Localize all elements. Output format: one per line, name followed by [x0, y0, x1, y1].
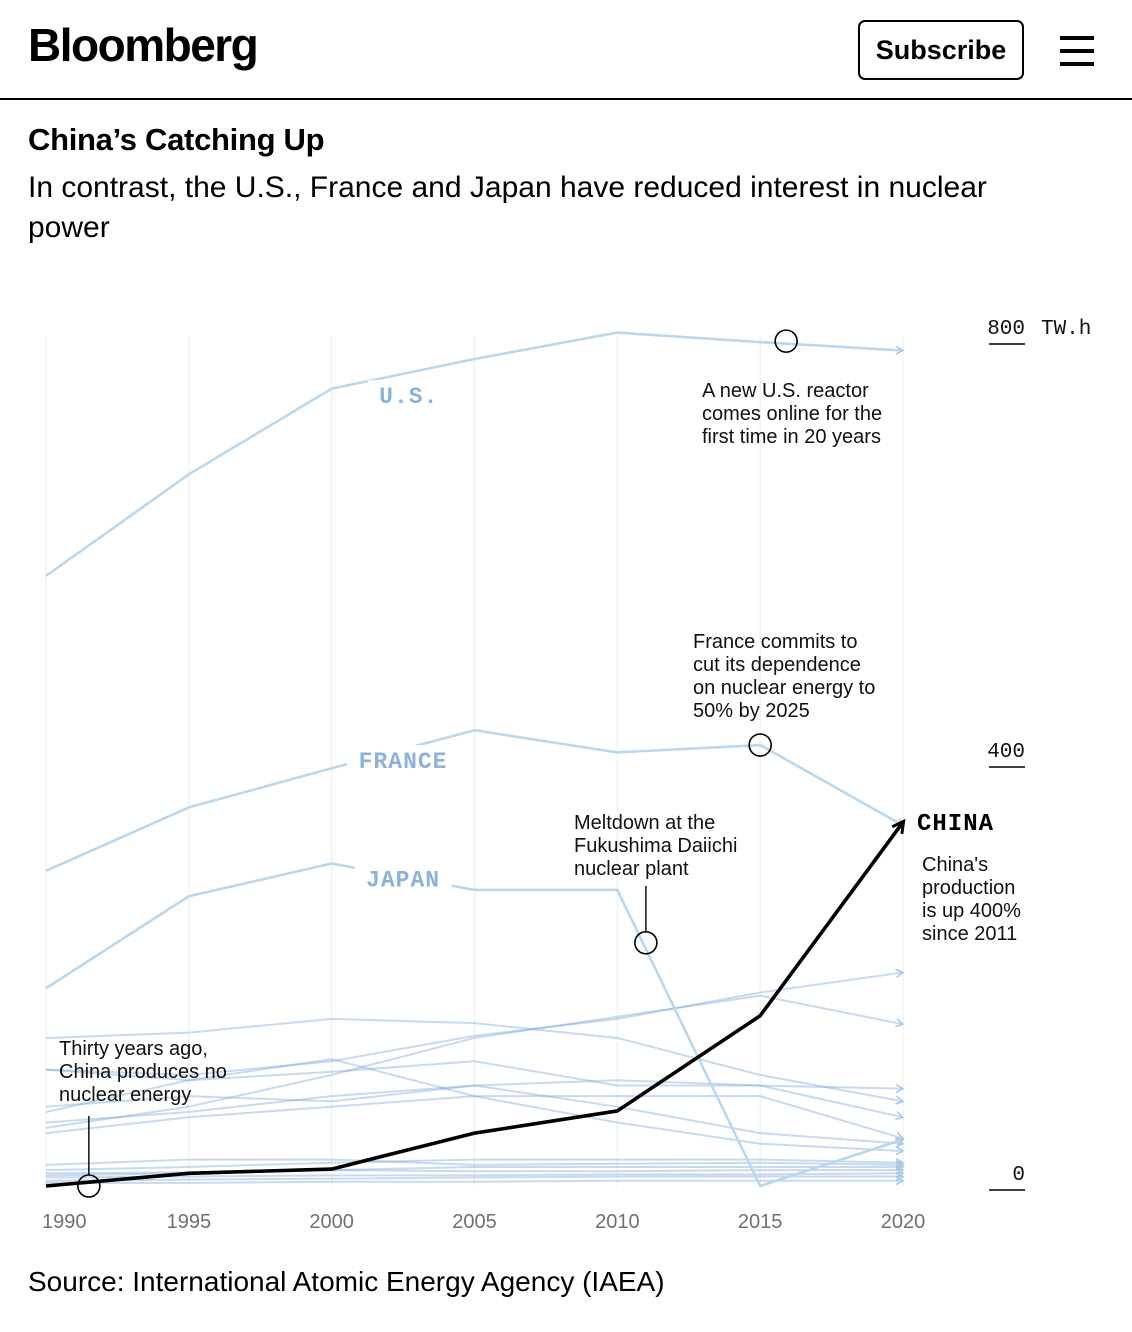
- annotation-fukushima-line-0: Meltdown at the: [574, 812, 715, 834]
- other-country-line-6: [45, 1095, 905, 1142]
- annotation-china-growth-line-0: China's: [922, 854, 988, 876]
- other-country-line-4: [45, 1058, 905, 1156]
- annotation-thirty-years-line-2: nuclear energy: [59, 1084, 191, 1106]
- annotation-france-line-1: cut its dependence: [693, 654, 861, 676]
- series-label-france: FRANCE: [359, 749, 448, 775]
- other-country-line-7: [45, 1084, 905, 1148]
- x-tick-label-1995: 1995: [167, 1211, 212, 1233]
- annotation-china-growth-line-3: since 2011: [922, 923, 1017, 945]
- y-axis: 800 TW.h 400 0: [987, 318, 1091, 1191]
- other-country-line-14: [46, 1176, 905, 1186]
- annotation-france-line-2: on nuclear energy to: [693, 677, 875, 699]
- annotation-thirty-years-line-0: Thirty years ago,: [59, 1038, 208, 1060]
- other-country-line-1: [45, 968, 905, 1076]
- series-label-bg: [367, 380, 450, 411]
- series-label-bg: [354, 863, 452, 894]
- annotation-us-reactor-line-1: comes online for the: [702, 403, 882, 425]
- other-country-line-8: [45, 1158, 905, 1170]
- us-reactor-marker: [774, 329, 798, 353]
- y-unit-label: TW.h: [1041, 318, 1091, 341]
- chart-subtitle: In contrast, the U.S., France and Japan …: [28, 171, 987, 244]
- series-label-us: U.S.: [379, 384, 438, 410]
- annotation-us-reactor-line-2: first time in 20 years: [702, 426, 881, 448]
- annotation-china-growth-line-1: production: [922, 877, 1015, 899]
- china-1990-marker: [77, 1174, 101, 1198]
- annotation-fukushima-line-2: nuclear plant: [574, 858, 689, 880]
- other-country-line-3: [45, 1060, 905, 1094]
- source-note: Source: International Atomic Energy Agen…: [28, 1266, 665, 1297]
- other-country-line-2: [45, 994, 905, 1129]
- x-tick-label-2020: 2020: [881, 1211, 926, 1233]
- series-line-japan: [45, 862, 905, 1188]
- series-label-japan: JAPAN: [366, 867, 440, 893]
- series-line-france: [45, 728, 905, 873]
- other-country-line-9: [45, 1157, 905, 1172]
- hamburger-menu-icon[interactable]: [1060, 36, 1094, 66]
- annotation-france-line-0: France commits to: [693, 631, 857, 653]
- x-tick-label-2015: 2015: [738, 1211, 783, 1233]
- subscribe-button[interactable]: Subscribe: [858, 20, 1024, 80]
- x-tick-label-1990: 1990: [42, 1211, 87, 1233]
- country-labels: U.S. FRANCE JAPAN CHINA: [347, 380, 994, 894]
- x-axis: 1990 1995 2000 2005 2010 2015 2020: [42, 1211, 925, 1233]
- x-tick-label-2005: 2005: [452, 1211, 497, 1233]
- series-line-us: [45, 331, 905, 577]
- major-countries-lines: [45, 331, 905, 1188]
- x-tick-label-2000: 2000: [309, 1211, 354, 1233]
- other-country-line-5: [45, 1079, 905, 1124]
- series-label-china: CHINA: [917, 811, 994, 838]
- site-header: Bloomberg Subscribe: [0, 0, 1132, 100]
- bloomberg-logo[interactable]: Bloomberg: [28, 19, 259, 71]
- fukushima-marker: [634, 930, 658, 955]
- france-commit-marker: [748, 733, 772, 757]
- other-country-line-13: [45, 1171, 905, 1182]
- chart-title: China’s Catching Up: [28, 122, 325, 157]
- vertical-gridlines: [45, 336, 904, 1186]
- series-label-bg: [347, 745, 460, 775]
- y-tick-label-800: 800: [987, 318, 1025, 341]
- annotation-france-line-3: 50% by 2025: [693, 700, 810, 722]
- other-country-line-12: [45, 1168, 905, 1179]
- annotation-fukushima-line-1: Fukushima Daiichi: [574, 835, 737, 857]
- y-tick-label-0: 0: [1012, 1164, 1025, 1187]
- annotation-thirty-years-line-1: China produces no: [59, 1061, 227, 1083]
- y-tick-label-400: 400: [987, 741, 1025, 764]
- annotation-us-reactor-line-0: A new U.S. reactor: [702, 380, 869, 402]
- x-tick-label-2010: 2010: [595, 1211, 640, 1233]
- annotation-china-growth-line-2: is up 400%: [922, 900, 1021, 922]
- series-line-china: [45, 822, 903, 1188]
- other-country-line-0: [45, 1017, 905, 1105]
